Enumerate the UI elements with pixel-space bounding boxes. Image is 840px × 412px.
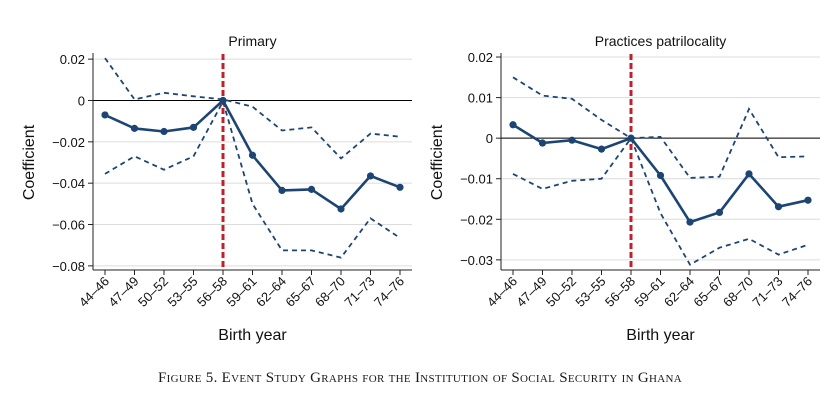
y-axis-label: Coefficient — [429, 124, 446, 200]
x-tick-label: 62–64 — [661, 274, 697, 310]
y-tick-label: −0.01 — [460, 172, 493, 187]
x-tick-label: 44–46 — [484, 274, 520, 310]
estimate-point — [686, 218, 694, 226]
y-tick-label: −0.04 — [52, 176, 85, 191]
chart-panel-1: 0.02 0 −0.02 −0.04 −0.06 −0.0844–4647–4950–52… — [21, 33, 412, 344]
estimate-point — [774, 203, 783, 211]
upper-ci-line — [104, 57, 401, 160]
estimate-point — [366, 172, 375, 180]
y-tick-label: 0.01 — [468, 91, 493, 106]
x-tick-label: 68–70 — [312, 274, 348, 310]
upper-ci-line — [512, 76, 809, 179]
y-tick-label: −0.08 — [52, 259, 85, 274]
y-tick-label: −0.02 — [460, 212, 493, 227]
chart-title: Primary — [228, 33, 276, 49]
estimate-point — [189, 123, 198, 131]
chart-title: Practices patrilocality — [595, 33, 727, 49]
estimate-point — [509, 121, 517, 129]
x-tick-label: 71–73 — [341, 274, 377, 310]
estimate-point — [804, 196, 812, 204]
y-tick-label: −0.02 — [52, 135, 85, 150]
x-tick-label: 65–67 — [690, 274, 726, 310]
estimate-point — [568, 136, 576, 144]
x-tick-label: 50–52 — [135, 274, 171, 310]
x-axis-label: Birth year — [626, 327, 695, 344]
x-tick-label: 47–49 — [513, 274, 549, 310]
x-tick-label: 74–76 — [371, 274, 407, 310]
y-tick-label: 0.02 — [468, 50, 493, 65]
estimate-point — [307, 185, 316, 193]
x-axis-label: Birth year — [218, 327, 287, 344]
x-tick-label: 62–64 — [253, 274, 289, 310]
y-tick-label: −0.06 — [52, 218, 85, 233]
y-tick-label: 0.02 — [60, 52, 85, 67]
estimate-point — [538, 139, 547, 147]
x-tick-label: 74–76 — [779, 274, 815, 310]
estimate-point — [248, 151, 257, 159]
estimate-point — [396, 183, 404, 191]
x-tick-label: 59–61 — [223, 274, 259, 310]
y-tick-label: 0 — [486, 131, 493, 146]
y-tick-label: −0.03 — [460, 253, 493, 268]
estimate-point — [745, 170, 753, 178]
estimate-point — [278, 186, 286, 195]
y-tick-label: 0 — [78, 93, 85, 108]
figure-caption: Figure 5. Event Study Graphs for the Ins… — [157, 370, 683, 386]
estimate-point — [160, 127, 168, 136]
x-tick-label: 53–55 — [572, 274, 608, 310]
estimate-point — [101, 111, 109, 119]
estimate-point — [597, 145, 606, 153]
x-tick-label: 53–55 — [164, 274, 200, 310]
x-tick-label: 59–61 — [631, 274, 667, 310]
x-tick-label: 65–67 — [282, 274, 318, 310]
estimate-point — [656, 171, 665, 180]
estimate-point — [337, 205, 345, 213]
event-study-figure: 0.020−0.02−0.04−0.06−0.0844–4647–4950–52… — [21, 33, 820, 344]
x-tick-label: 56–58 — [602, 274, 638, 310]
x-tick-label: 68–70 — [720, 274, 756, 310]
x-tick-label: 50–52 — [543, 274, 579, 310]
x-tick-label: 56–58 — [194, 274, 230, 310]
x-tick-label: 47–49 — [105, 274, 141, 310]
lower-ci-line — [512, 136, 809, 266]
y-axis-label: Coefficient — [21, 124, 38, 200]
x-tick-label: 44–46 — [76, 274, 112, 310]
chart-panel-2: 0.020.010−0.01−0.02−0.0344–4647–4950–525… — [429, 33, 820, 344]
estimate-point — [130, 124, 139, 132]
lower-ci-line — [104, 99, 401, 259]
x-tick-label: 71–73 — [749, 274, 785, 310]
estimate-point — [715, 208, 724, 216]
